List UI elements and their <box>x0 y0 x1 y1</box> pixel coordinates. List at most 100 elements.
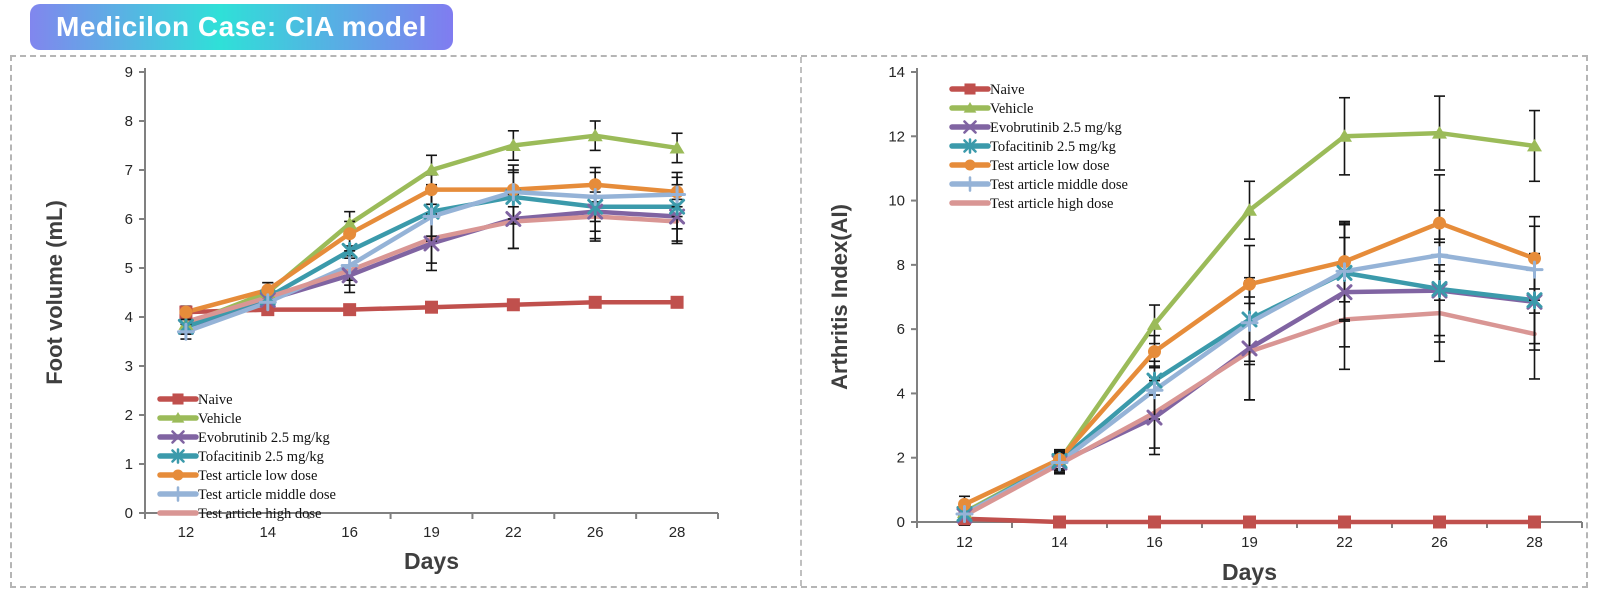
data-point-marker <box>424 163 439 176</box>
legend-label: Naive <box>198 392 233 408</box>
data-point-marker <box>343 227 357 241</box>
data-point-marker <box>587 128 603 142</box>
y-tick-label: 3 <box>125 358 133 375</box>
data-point-marker <box>1053 515 1066 529</box>
data-point-marker <box>172 469 184 481</box>
x-tick-label: 22 <box>1336 534 1353 551</box>
data-point-marker <box>172 393 184 405</box>
x-tick-label: 16 <box>1146 534 1163 551</box>
y-tick-label: 7 <box>125 162 133 179</box>
x-axis-title: Days <box>404 548 459 574</box>
data-point-marker <box>669 140 685 154</box>
x-tick-label: 22 <box>505 524 522 541</box>
data-point-marker <box>1243 515 1256 529</box>
x-tick-label: 28 <box>669 524 686 541</box>
legend-label: Test article low dose <box>198 468 317 484</box>
data-point-marker <box>505 211 522 227</box>
data-point-marker <box>342 216 358 230</box>
legend-item: Evobrutinib 2.5 mg/kg <box>949 120 1122 136</box>
data-point-marker <box>425 300 438 314</box>
data-point-marker <box>964 159 976 171</box>
x-tick-label: 19 <box>423 524 440 541</box>
legend-label: Test article middle dose <box>990 177 1128 193</box>
data-point-marker <box>1528 251 1541 265</box>
y-tick-label: 1 <box>125 456 133 473</box>
data-point-marker <box>1146 409 1163 426</box>
data-point-marker <box>1241 340 1258 357</box>
charts-container: 0 1 2 3 4 5 6 7 8 9 12 14 16 19 22 26 28 Days Foot volume … <box>10 55 1588 588</box>
x-tick-label: 28 <box>1526 534 1543 551</box>
legend-label: Evobrutinib 2.5 mg/kg <box>990 120 1122 136</box>
series-markers <box>176 128 687 341</box>
legend-item: Test article low dose <box>949 158 1109 174</box>
y-tick-label: 12 <box>888 128 905 145</box>
data-point-marker <box>1336 284 1353 301</box>
data-point-marker <box>1433 515 1446 529</box>
data-point-marker <box>1528 515 1541 529</box>
legend-label: Naive <box>990 82 1025 98</box>
y-tick-label: 2 <box>125 407 133 424</box>
x-tick-label: 19 <box>1241 534 1258 551</box>
legend-label: Vehicle <box>990 101 1033 117</box>
data-point-marker <box>958 497 971 511</box>
panel-divider <box>800 57 802 586</box>
legend-item: Vehicle <box>157 411 241 427</box>
y-tick-label: 6 <box>125 211 133 228</box>
legend-item: Naive <box>157 392 233 408</box>
x-tick-label: 26 <box>1431 534 1448 551</box>
legend-item: Tofacitinib 2.5 mg/kg <box>157 448 324 465</box>
data-point-marker <box>423 235 440 252</box>
data-point-marker <box>1432 126 1447 139</box>
legend-item: Test article high dose <box>949 196 1113 212</box>
data-point-marker <box>171 412 185 423</box>
data-point-marker <box>179 305 193 319</box>
data-point-marker <box>1243 277 1256 291</box>
y-tick-label: 2 <box>897 450 905 467</box>
x-axis-title: Days <box>1222 559 1277 585</box>
data-point-marker <box>1337 129 1352 142</box>
y-tick-label: 6 <box>897 321 905 338</box>
y-axis-title: Arthritis Index(AI) <box>827 204 852 390</box>
data-point-marker <box>1148 515 1161 529</box>
data-point-marker <box>588 178 602 192</box>
legend-item: Evobrutinib 2.5 mg/kg <box>157 430 330 446</box>
data-point-marker <box>343 303 357 317</box>
data-point-marker <box>171 430 185 444</box>
y-tick-label: 8 <box>125 113 133 130</box>
legend: Naive Vehicle Evobrutinib 2.5 mg/kg Tofacit… <box>949 82 1128 212</box>
x-tick-label: 12 <box>178 524 195 541</box>
legend-label: Test article low dose <box>990 158 1109 174</box>
data-point-marker <box>1148 345 1161 359</box>
x-tick-label: 26 <box>587 524 604 541</box>
series-markers <box>955 126 1544 529</box>
data-point-marker <box>505 138 521 151</box>
y-tick-label: 9 <box>125 64 133 81</box>
data-point-marker <box>588 295 602 309</box>
data-point-marker <box>425 183 438 197</box>
data-point-marker <box>1527 138 1542 152</box>
x-tick-label: 16 <box>341 524 358 541</box>
legend-item: Test article middle dose <box>157 486 336 503</box>
x-tick-label: 14 <box>259 524 276 541</box>
y-axis-title: Foot volume (mL) <box>42 200 67 385</box>
y-tick-label: 5 <box>125 260 133 277</box>
y-tick-label: 0 <box>897 514 905 531</box>
legend-item: Test article middle dose <box>949 176 1128 193</box>
data-point-marker <box>506 298 520 312</box>
legend-label: Tofacitinib 2.5 mg/kg <box>198 449 324 465</box>
data-point-marker <box>1242 203 1257 216</box>
legend-item: Vehicle <box>949 101 1033 117</box>
arthritis-index-chart: 0 2 4 6 8 10 12 14 12 14 16 19 22 26 28 Days Arthritis I… <box>827 64 1583 585</box>
legend-label: Vehicle <box>198 411 241 427</box>
legend-item: Tofacitinib 2.5 mg/kg <box>949 138 1116 155</box>
y-tick-label: 8 <box>897 257 905 274</box>
data-point-marker <box>1338 255 1351 269</box>
data-point-marker <box>1338 515 1351 529</box>
x-tick-label: 12 <box>956 534 973 551</box>
y-tick-label: 0 <box>125 505 133 522</box>
legend-label: Test article middle dose <box>198 487 336 503</box>
x-tick-label: 14 <box>1051 534 1068 551</box>
